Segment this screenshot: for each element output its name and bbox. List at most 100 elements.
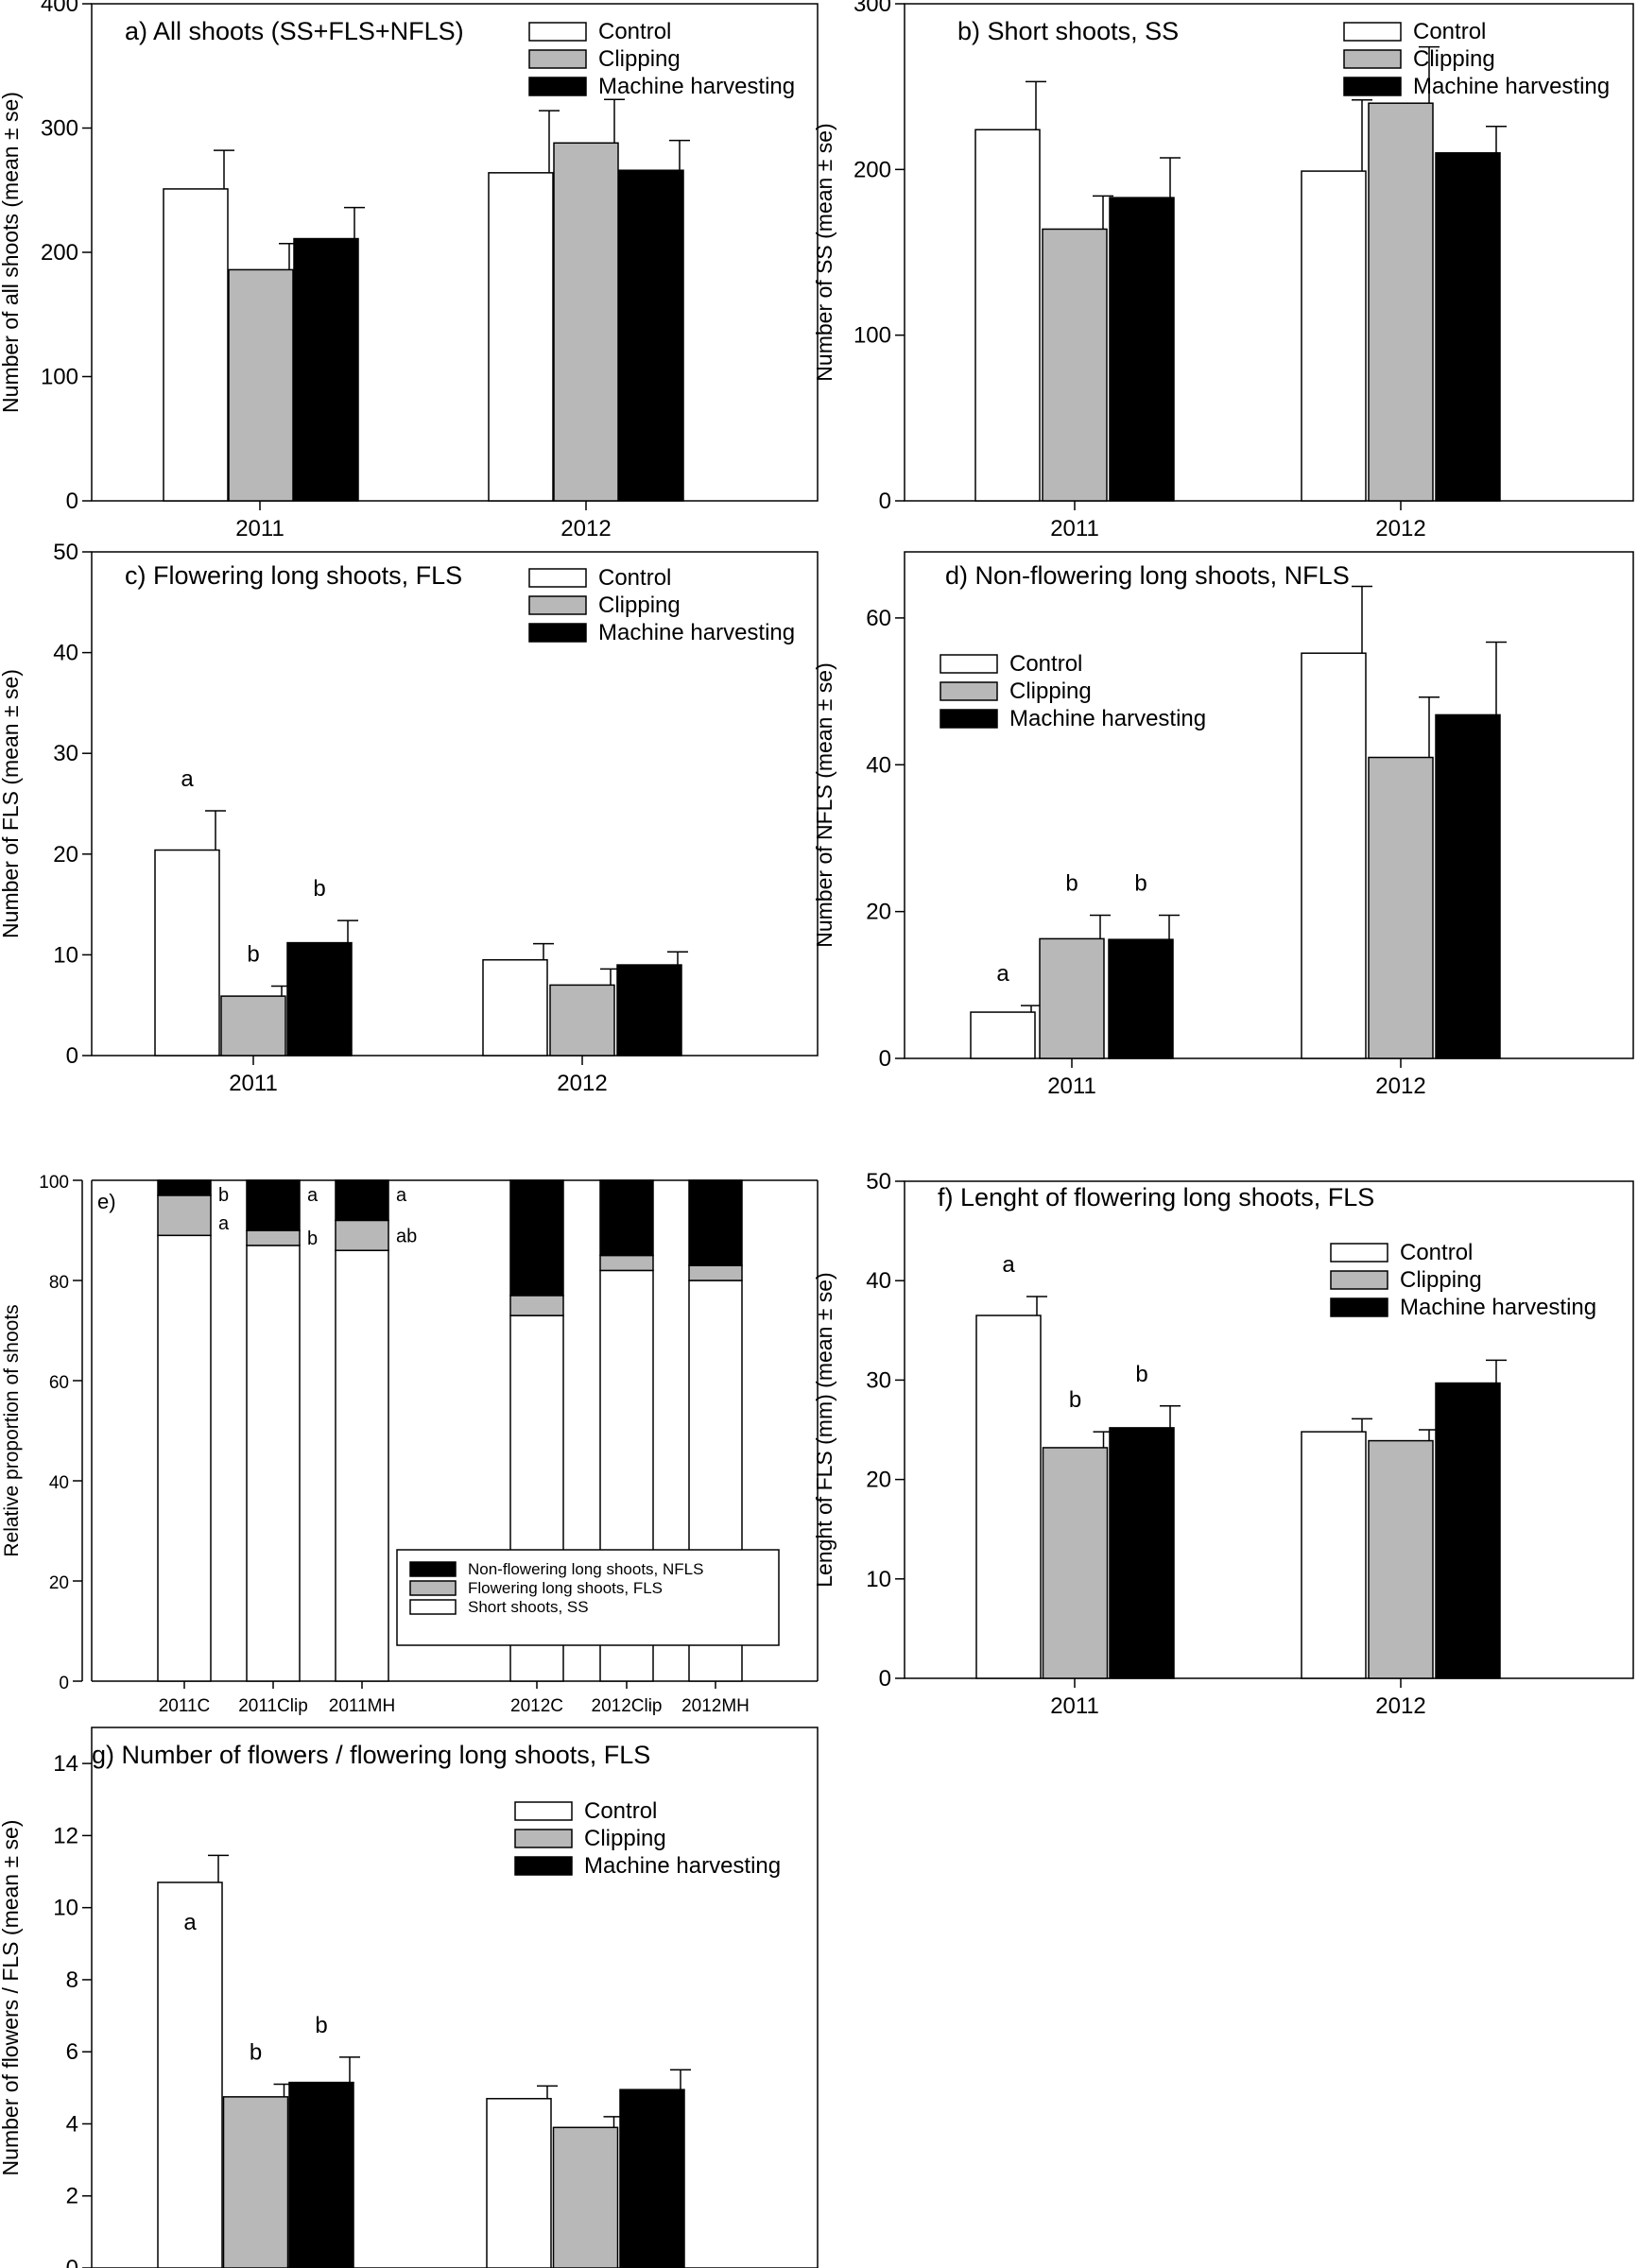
stacked-bar-segment (509, 1295, 564, 1316)
stacked-bar-segment (246, 1245, 301, 1682)
legend-swatch (528, 623, 587, 643)
bar (154, 849, 220, 1057)
bar (222, 2096, 289, 2268)
legend-label: Clipping (598, 593, 681, 618)
y-axis-title: Number of SS (mean ± se) (812, 123, 836, 381)
significance-letter: b (313, 876, 325, 902)
y-tick-label: 40 (53, 641, 78, 666)
stacked-bar-segment (157, 1179, 212, 1196)
significance-letter: b (1134, 871, 1147, 897)
legend-swatch (940, 709, 998, 729)
y-tick-label: 0 (66, 1043, 78, 1069)
y-tick-label: 0 (879, 1666, 891, 1692)
bar (1109, 1427, 1175, 1679)
legend-frame (396, 1549, 780, 1646)
legend-swatch (409, 1561, 457, 1577)
legend-label: Machine harvesting (584, 1853, 781, 1879)
stacked-bar-segment (246, 1229, 301, 1246)
y-tick-label: 4 (66, 2111, 78, 2137)
bar (482, 958, 548, 1057)
bar (1301, 170, 1367, 502)
significance-letter: a (1002, 1252, 1015, 1278)
bar (486, 2098, 552, 2268)
y-tick-label: 10 (53, 1896, 78, 1921)
legend-label: Control (1009, 651, 1082, 677)
chart-panel-b: 0 100 200 300 Number of SS (mean ± se) 2011 20… (812, 0, 1634, 541)
y-tick-label: 60 (866, 606, 891, 631)
y-axis-title: Number of NFLS (mean ± se) (812, 662, 836, 948)
y-tick-label: 12 (53, 1823, 78, 1848)
legend-label: Machine harvesting (1009, 706, 1206, 731)
bar (163, 188, 229, 502)
x-tick-label: 2011Clip (238, 1696, 308, 1716)
legend-label: Control (584, 1798, 657, 1824)
legend-swatch (528, 77, 587, 96)
y-tick-label: 8 (66, 1967, 78, 1993)
chart-title: e) (97, 1190, 116, 1213)
y-tick-label: 0 (879, 489, 891, 514)
y-tick-label: 20 (49, 1573, 69, 1593)
legend-swatch (409, 1580, 457, 1596)
legend-label: Flowering long shoots, FLS (468, 1579, 663, 1597)
legend-label: Control (598, 565, 671, 591)
bar (970, 1011, 1036, 1059)
bar (552, 2126, 619, 2268)
y-tick-label: 40 (866, 1268, 891, 1294)
plot-frame (904, 3, 1634, 502)
stacked-bar-segment (246, 1179, 301, 1231)
stacked-bar-segment (335, 1219, 389, 1251)
significance-letter: b (250, 2040, 262, 2066)
plot-frame (91, 1727, 819, 2268)
legend-swatch (514, 1829, 573, 1848)
y-tick-label: 10 (53, 942, 78, 968)
significance-letter: a (996, 961, 1009, 987)
legend-swatch (514, 1801, 573, 1821)
stacked-bar-segment (509, 1179, 564, 1297)
y-tick-label: 300 (853, 0, 891, 17)
legend-swatch (514, 1856, 573, 1876)
x-tick-label: 2012 (557, 1071, 607, 1096)
y-tick-label: 20 (53, 842, 78, 868)
y-tick-label: 60 (49, 1373, 69, 1393)
y-tick-label: 100 (39, 1173, 69, 1193)
significance-letter: b (247, 941, 259, 967)
x-tick-label: 2012 (560, 516, 611, 541)
legend-label: Control (1400, 1240, 1473, 1265)
bar (1109, 197, 1175, 502)
stacked-bar-segment (335, 1179, 389, 1222)
y-tick-label: 0 (59, 1674, 69, 1693)
y-tick-label: 0 (66, 2256, 78, 2268)
y-tick-label: 30 (866, 1367, 891, 1393)
y-tick-label: 20 (866, 900, 891, 925)
bar (1108, 938, 1174, 1059)
chart-title: g) Number of flowers / flowering long sh… (92, 1741, 650, 1769)
significance-letter: a (218, 1213, 230, 1234)
bar (619, 2088, 685, 2268)
y-axis-title: Number of FLS (mean ± se) (0, 669, 23, 938)
bar (553, 142, 619, 502)
significance-letter: b (1069, 1387, 1081, 1413)
legend-swatch (528, 568, 587, 588)
bar (1301, 1431, 1367, 1679)
bar (974, 129, 1041, 502)
chart-title: c) Flowering long shoots, FLS (125, 561, 462, 590)
legend-label: Clipping (1009, 679, 1092, 704)
legend-label: Machine harvesting (598, 74, 795, 99)
legend-swatch (409, 1599, 457, 1615)
chart-panel-g: 0 2 4 6 8 10 12 14 Number of flowers / FLS (mean… (0, 1727, 819, 2268)
y-tick-label: 0 (879, 1046, 891, 1072)
bar (975, 1314, 1042, 1679)
x-tick-label: 2012C (510, 1696, 563, 1716)
bar (1042, 228, 1108, 502)
legend-label: Machine harvesting (1413, 74, 1610, 99)
legend-label: Short shoots, SS (468, 1598, 589, 1616)
stacked-bar-segment (157, 1234, 212, 1682)
bar (1039, 937, 1105, 1059)
bar (293, 237, 359, 502)
legend-label: Machine harvesting (598, 620, 795, 645)
chart-panel-c: 0 10 20 30 40 50 Number of FLS (mean ± se) 2011… (0, 540, 819, 1096)
significance-letter: a (183, 1910, 197, 1935)
x-tick-label: 2012MH (681, 1696, 750, 1716)
bar (220, 995, 286, 1057)
legend-swatch (1330, 1297, 1388, 1317)
